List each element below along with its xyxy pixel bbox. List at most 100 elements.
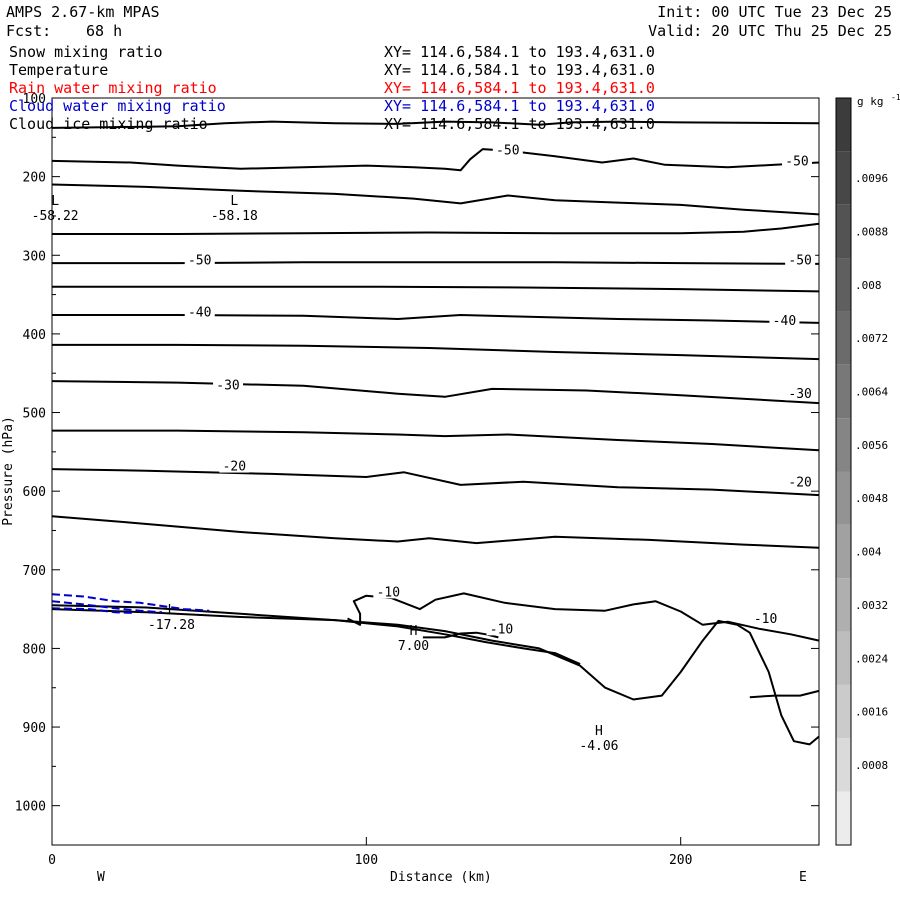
contour-label-bg-11 bbox=[486, 621, 517, 636]
contour-label-bg-5 bbox=[769, 313, 800, 328]
extremum-value-4: -4.06 bbox=[579, 739, 618, 754]
isotherm-2 bbox=[51, 183, 820, 216]
contour-label-bg-1 bbox=[781, 153, 812, 168]
isotherm-3 bbox=[52, 222, 820, 235]
field-name-2: Rain water mixing ratio bbox=[9, 79, 217, 97]
extremum-value-1: -58.18 bbox=[211, 209, 258, 224]
isotherm-15 bbox=[51, 604, 581, 666]
contour-label-1: -50 bbox=[785, 154, 808, 169]
contour-label-0: -50 bbox=[496, 143, 519, 158]
y-tick-label-400: 400 bbox=[23, 328, 46, 343]
isotherm-11 bbox=[51, 515, 820, 549]
contour-label-4: -40 bbox=[188, 305, 211, 320]
colorbar-swatch-13 bbox=[836, 791, 851, 845]
colorbar-frame bbox=[835, 97, 852, 846]
colorbar-tick-5: .0056 bbox=[855, 439, 888, 452]
colorbar-tick-9: .0024 bbox=[855, 652, 888, 665]
field-xy-2: XY= 114.6,584.1 to 193.4,631.0 bbox=[384, 79, 655, 97]
y-tick-label-800: 800 bbox=[23, 642, 46, 657]
contour-label-6: -30 bbox=[216, 379, 239, 394]
labels-layer: -50 -50 -50 -50 -40 -40 -30 -30 -20 -20 -10 -10 -10 L… bbox=[32, 142, 816, 754]
colorbar-swatch-0 bbox=[836, 98, 851, 152]
contour-label-2: -50 bbox=[188, 254, 211, 269]
contour-label-11: -10 bbox=[490, 622, 513, 637]
colorbar-tick-2: .008 bbox=[855, 279, 882, 292]
contour-label-3: -50 bbox=[788, 254, 811, 269]
contour-label-bg-4 bbox=[184, 304, 215, 319]
colorbar-tick-10: .0016 bbox=[855, 706, 888, 719]
contour-label-bg-7 bbox=[785, 386, 816, 401]
x-axis-title: Distance (km) bbox=[390, 870, 492, 885]
colorbar-tick-0: .0096 bbox=[855, 172, 888, 185]
y-tick-label-500: 500 bbox=[23, 407, 46, 422]
colorbar-swatch-6 bbox=[836, 418, 851, 472]
y-tick-label-700: 700 bbox=[23, 564, 46, 579]
axis-layer: 100 200 300 400 500 600 700 800 900 1000 0 100 200 bbox=[15, 92, 819, 868]
isotherm-6 bbox=[52, 314, 820, 324]
contour-label-8: -20 bbox=[223, 460, 246, 475]
extremum-symbol-2: L bbox=[168, 603, 176, 618]
isotherm-12 bbox=[347, 592, 820, 642]
y-tick-label-600: 600 bbox=[23, 485, 46, 500]
init-time: Init: 00 UTC Tue 23 Dec 25 bbox=[657, 3, 892, 21]
contour-label-bg-0 bbox=[492, 142, 523, 157]
colorbar-swatch-4 bbox=[836, 311, 851, 365]
field-name-1: Temperature bbox=[9, 61, 109, 79]
contour-label-bg-3 bbox=[785, 252, 816, 267]
contour-label-bg-2 bbox=[184, 252, 215, 267]
colorbar: .0096 .0088 .008 .0072 .0064 .0056 .0048 .004 .0… bbox=[835, 93, 900, 846]
contour-label-7: -30 bbox=[788, 387, 811, 402]
west-label: W bbox=[97, 870, 105, 885]
extremum-symbol-0: L bbox=[51, 194, 59, 209]
extremum-symbol-3: H bbox=[410, 624, 418, 639]
y-tick-label-1000: 1000 bbox=[15, 800, 46, 815]
isotherm-0 bbox=[51, 120, 820, 129]
extremum-value-3: 7.00 bbox=[398, 639, 429, 654]
x-tick-label-200: 200 bbox=[669, 853, 692, 868]
colorbar-swatch-7 bbox=[836, 471, 851, 525]
isotherm-9 bbox=[52, 429, 820, 452]
isotherm-7 bbox=[52, 343, 820, 361]
colorbar-tick-4: .0064 bbox=[855, 385, 888, 398]
isotherm-8 bbox=[51, 380, 820, 405]
field-xy-1: XY= 114.6,584.1 to 193.4,631.0 bbox=[384, 61, 655, 79]
extremum-value-0: -58.22 bbox=[32, 209, 79, 224]
field-name-0: Snow mixing ratio bbox=[9, 43, 163, 61]
isotherm-4 bbox=[52, 261, 820, 265]
colorbar-swatch-5 bbox=[836, 364, 851, 419]
field-name-3: Cloud water mixing ratio bbox=[9, 97, 226, 115]
model-title: AMPS 2.67-km MPAS bbox=[6, 3, 160, 21]
y-tick-label-200: 200 bbox=[23, 171, 46, 186]
colorbar-tick-7: .004 bbox=[855, 546, 882, 559]
cloud-water-contour-2 bbox=[51, 607, 134, 614]
valid-time: Valid: 20 UTC Thu 25 Dec 25 bbox=[648, 22, 892, 40]
isotherm-1 bbox=[51, 148, 820, 172]
isotherm-10 bbox=[51, 468, 820, 497]
colorbar-swatch-10 bbox=[836, 631, 851, 685]
contour-label-bg-9 bbox=[785, 474, 816, 489]
forecast-value: 68 h bbox=[86, 22, 123, 40]
colorbar-swatch-2 bbox=[836, 204, 851, 259]
field-xy-3: XY= 114.6,584.1 to 193.4,631.0 bbox=[384, 97, 655, 115]
forecast-label: Fcst: bbox=[6, 22, 52, 40]
y-tick-label-900: 900 bbox=[23, 721, 46, 736]
cloud-water-contour-0 bbox=[51, 593, 210, 612]
colorbar-tick-3: .0072 bbox=[855, 332, 888, 345]
colorbar-swatch-3 bbox=[836, 258, 851, 312]
cloud-water-contour-1 bbox=[51, 600, 163, 614]
isotherm-5 bbox=[52, 285, 820, 293]
y-axis-title: Pressure (hPa) bbox=[0, 416, 16, 526]
contour-label-9: -20 bbox=[788, 475, 811, 490]
colorbar-tick-1: .0088 bbox=[855, 225, 888, 238]
contour-label-bg-12 bbox=[750, 611, 781, 626]
colorbar-tick-6: .0048 bbox=[855, 492, 888, 505]
field-xy-4: XY= 114.6,584.1 to 193.4,631.0 bbox=[384, 115, 655, 133]
x-tick-label-100: 100 bbox=[355, 853, 378, 868]
field-name-4: Cloud ice mixing ratio bbox=[9, 115, 208, 133]
isotherm-14 bbox=[749, 689, 820, 699]
contour-label-bg-10 bbox=[373, 584, 404, 599]
extremum-value-2: -17.28 bbox=[148, 618, 195, 633]
y-tick-label-100: 100 bbox=[23, 92, 46, 107]
colorbar-swatch-12 bbox=[836, 738, 851, 792]
